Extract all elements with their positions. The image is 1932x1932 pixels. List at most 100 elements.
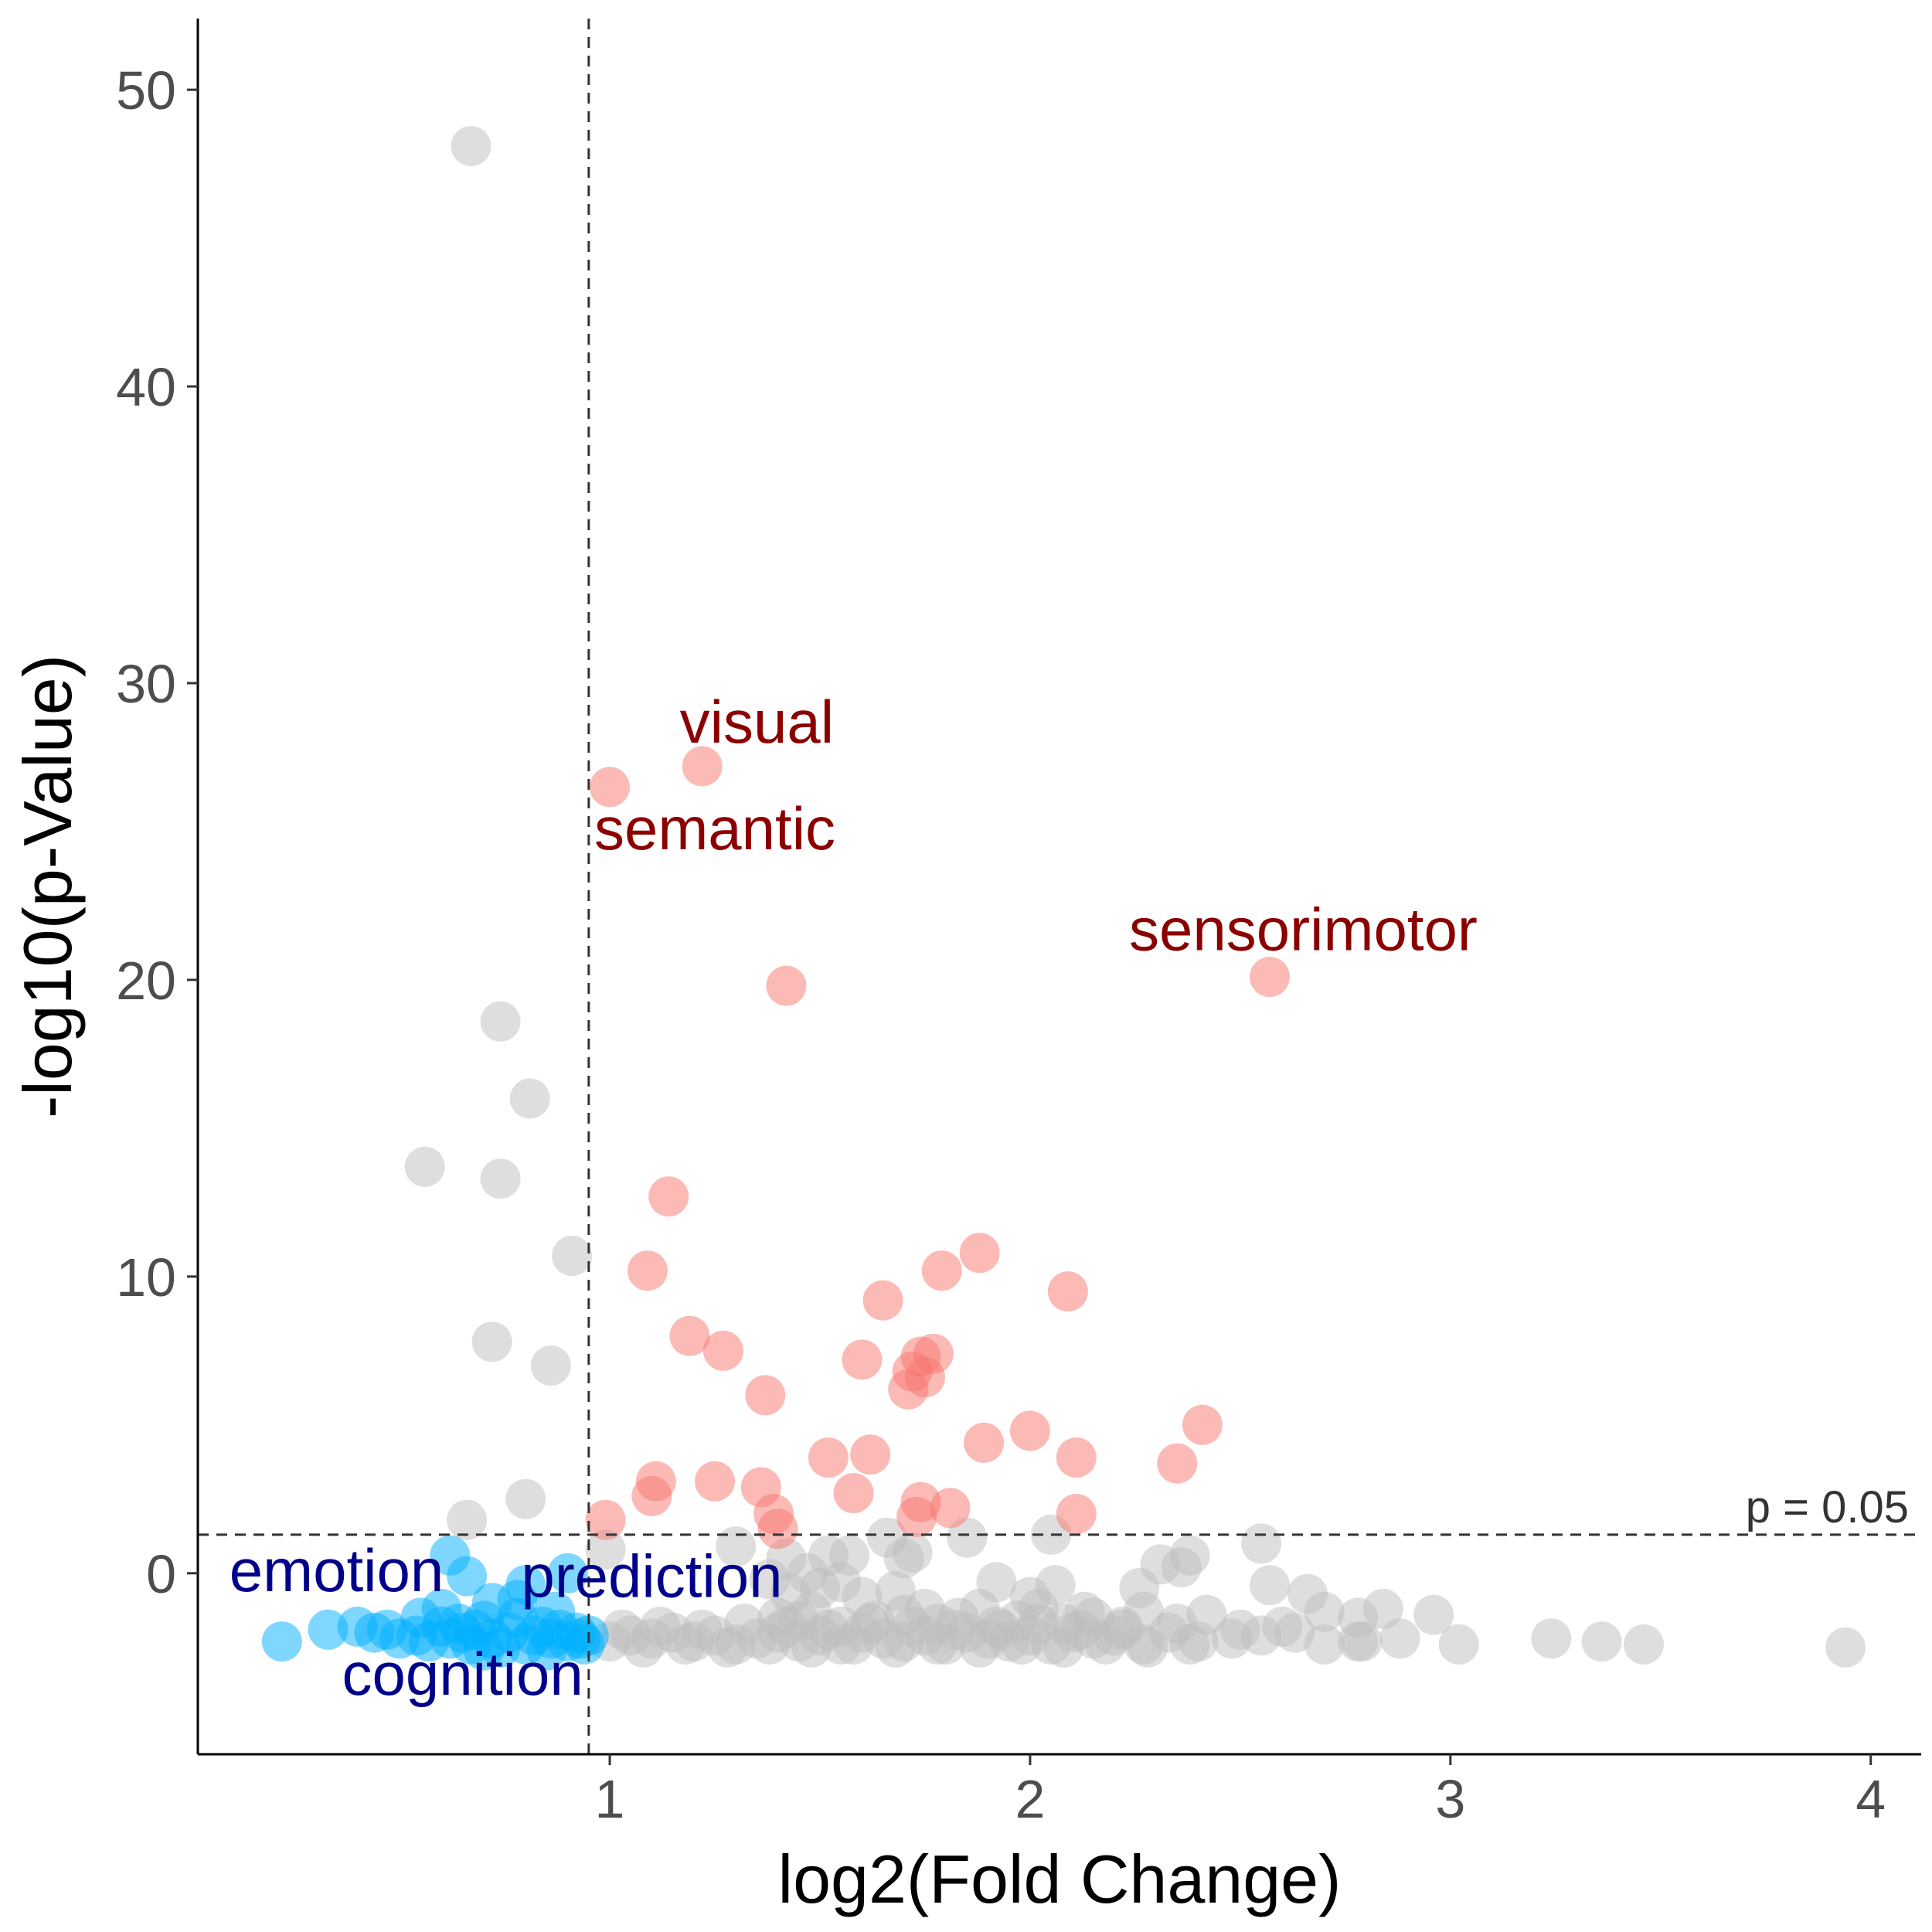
data-point-up xyxy=(808,1437,849,1478)
data-point-up xyxy=(959,1233,1000,1274)
data-point-up xyxy=(585,1499,626,1540)
data-point-ns xyxy=(1250,1565,1290,1606)
data-point-ns xyxy=(1241,1615,1282,1656)
data-point-ns xyxy=(1531,1618,1572,1659)
data-point-up xyxy=(669,1315,710,1356)
data-point-up xyxy=(896,1496,937,1537)
data-point-down xyxy=(308,1609,349,1650)
data-point-up xyxy=(842,1339,883,1380)
data-point-ns xyxy=(1338,1621,1379,1662)
annotation-emotion: emotion xyxy=(230,1536,444,1604)
data-point-ns xyxy=(1304,1624,1345,1665)
x-tick-label: 4 xyxy=(1855,1769,1886,1829)
threshold-lines: p = 0.05 xyxy=(198,19,1921,1754)
data-point-up xyxy=(1157,1443,1198,1484)
data-point-up xyxy=(590,767,630,808)
x-tick-label: 2 xyxy=(1015,1769,1045,1829)
data-point-ns xyxy=(471,1321,512,1362)
annotation-prediction: prediction xyxy=(521,1543,782,1611)
data-point-ns xyxy=(585,1529,626,1570)
data-point-up xyxy=(964,1422,1005,1463)
data-point-down xyxy=(497,1580,538,1621)
data-point-ns xyxy=(623,1627,664,1668)
data-point-ns xyxy=(707,1627,748,1668)
x-tick-label: 1 xyxy=(595,1769,625,1829)
data-point-up xyxy=(850,1434,891,1475)
y-tick-label: 40 xyxy=(116,357,176,417)
y-tick-label: 30 xyxy=(116,654,176,714)
data-point-down xyxy=(447,1556,488,1597)
data-point-up xyxy=(888,1369,929,1410)
data-point-down xyxy=(421,1588,462,1629)
data-point-ns xyxy=(791,1627,832,1668)
data-point-ns xyxy=(447,1499,488,1540)
data-point-ns xyxy=(917,1624,958,1665)
data-point-down xyxy=(463,1630,504,1671)
data-point-ns xyxy=(1241,1523,1282,1564)
data-point-ns xyxy=(875,1627,916,1668)
data-point-ns xyxy=(1002,1624,1042,1665)
data-point-ns xyxy=(451,126,492,167)
data-point-down xyxy=(526,1630,567,1671)
data-point-ns xyxy=(1304,1591,1345,1632)
data-point-ns xyxy=(1128,1627,1168,1668)
data-point-ns xyxy=(505,1478,546,1519)
data-point-up xyxy=(1250,957,1290,998)
data-point-ns xyxy=(1581,1621,1622,1662)
data-point-ns xyxy=(749,1624,790,1665)
data-point-ns xyxy=(833,1624,874,1665)
y-tick-label: 50 xyxy=(116,60,176,121)
data-point-up xyxy=(1182,1404,1223,1445)
data-point-up xyxy=(1047,1271,1088,1312)
data-point-ns xyxy=(947,1517,988,1558)
data-point-ns xyxy=(552,1236,593,1276)
data-point-ns xyxy=(480,1001,521,1042)
data-point-up xyxy=(631,1476,672,1516)
data-point-up xyxy=(628,1250,668,1291)
data-point-ns xyxy=(1624,1624,1664,1665)
data-point-up xyxy=(930,1488,971,1529)
y-axis-title: -log10(p-Value) xyxy=(9,655,86,1118)
data-point-up xyxy=(1009,1410,1050,1451)
data-point-up xyxy=(921,1250,962,1291)
data-point-ns xyxy=(480,1158,521,1199)
data-point-down xyxy=(535,1591,576,1632)
data-point-ns xyxy=(1438,1624,1479,1665)
data-point-up xyxy=(757,1509,798,1549)
data-point-ns xyxy=(1413,1594,1454,1635)
data-point-ns xyxy=(404,1146,445,1187)
axes xyxy=(196,19,1921,1756)
annotation-sensorimotor: sensorimotor xyxy=(1129,896,1478,964)
data-point-down xyxy=(547,1553,588,1594)
data-point-ns xyxy=(530,1345,571,1386)
data-point-ns xyxy=(1362,1588,1403,1629)
data-point-ns xyxy=(892,1532,933,1573)
data-point-ns xyxy=(1169,1535,1210,1576)
y-tick-label: 0 xyxy=(146,1544,176,1604)
y-tick-label: 20 xyxy=(116,951,176,1011)
annotation-cognition: cognition xyxy=(342,1640,583,1708)
data-point-ns xyxy=(509,1078,550,1119)
data-point-up xyxy=(862,1280,903,1321)
data-point-down xyxy=(261,1621,302,1662)
data-point-up xyxy=(682,746,723,787)
y-tick-label: 10 xyxy=(116,1247,176,1308)
data-point-up xyxy=(766,965,807,1006)
point-annotations: visual semantic sensorimotor emotion predict… xyxy=(230,688,1478,1708)
data-point-ns xyxy=(1085,1624,1126,1665)
data-point-ns xyxy=(1169,1624,1210,1665)
data-point-ns xyxy=(959,1627,1000,1668)
data-point-up xyxy=(1056,1437,1097,1478)
data-point-up xyxy=(648,1176,689,1217)
x-tick-label: 3 xyxy=(1435,1769,1465,1829)
data-point-ns xyxy=(1212,1618,1252,1659)
data-point-ns xyxy=(716,1526,757,1567)
data-point-ns xyxy=(665,1624,706,1665)
x-axis-title: log2(Fold Change) xyxy=(778,1841,1342,1917)
data-point-up xyxy=(702,1330,743,1371)
annotation-semantic: semantic xyxy=(594,794,835,862)
data-point-up xyxy=(1056,1494,1097,1534)
data-point-up xyxy=(695,1461,735,1502)
data-point-up xyxy=(745,1375,786,1416)
